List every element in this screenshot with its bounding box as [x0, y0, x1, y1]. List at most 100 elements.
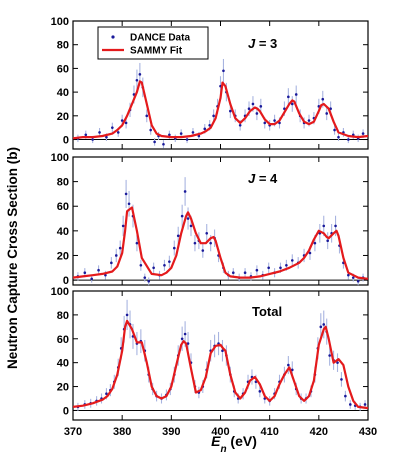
data-point: [97, 268, 100, 272]
data-point: [124, 121, 128, 125]
data-point: [287, 363, 290, 367]
data-point: [149, 128, 152, 132]
data-point: [153, 140, 156, 144]
data-point: [138, 73, 142, 76]
y-tick-label: 40: [57, 226, 69, 238]
x-tick-label: 420: [310, 426, 328, 438]
panel-3: 0 20 40 60 80 100 370 380 390 400 410 420 430 Total: [51, 286, 378, 438]
data-point: [267, 266, 270, 270]
panels: 0 20 40 60 80 100 J = 3 0 20 40 60 80 100 J = 4 0 20 40 6…: [51, 16, 378, 438]
data-point: [347, 273, 350, 277]
data-point: [287, 95, 290, 99]
data-point: [231, 271, 235, 274]
data-point: [325, 112, 329, 115]
data-points: [76, 190, 365, 283]
data-point: [333, 128, 336, 132]
panel-frame: [72, 290, 369, 421]
y-tick-label: 100: [51, 286, 69, 298]
data-point: [135, 241, 139, 245]
data-point: [91, 138, 94, 141]
legend-label: SAMMY Fit: [130, 46, 183, 57]
data-point: [179, 132, 183, 135]
data-point: [290, 259, 294, 262]
data-point: [84, 133, 88, 137]
y-tick-label: 60: [57, 334, 69, 346]
y-tick-label: 40: [57, 87, 69, 99]
y-tick-label: 100: [51, 152, 69, 164]
data-point: [208, 123, 211, 127]
data-point: [120, 119, 124, 122]
data-point: [243, 271, 247, 274]
data-point: [255, 112, 259, 115]
data-point: [124, 192, 128, 196]
legend-box: [97, 26, 209, 60]
data-point: [251, 102, 255, 106]
data-point: [183, 190, 187, 193]
y-tick-label: 20: [57, 111, 69, 123]
data-point: [168, 133, 171, 137]
data-point: [145, 114, 149, 118]
legend: DANCE Data SAMMY Fit: [97, 26, 209, 60]
legend-marker: [111, 35, 115, 39]
data-point: [361, 132, 365, 135]
error-bars: [77, 58, 364, 149]
data-point: [111, 126, 114, 129]
data-point: [139, 264, 143, 267]
x-tick-label: 390: [162, 426, 180, 438]
data-point: [168, 260, 171, 263]
data-point: [116, 131, 120, 134]
data-point: [363, 403, 367, 406]
data-point: [229, 109, 232, 113]
data-point: [180, 337, 184, 341]
data-point: [98, 131, 101, 134]
data-point: [147, 280, 151, 283]
data-point: [114, 254, 118, 257]
data-point: [201, 249, 205, 252]
y-tick-label: 40: [57, 358, 69, 370]
data-point: [247, 107, 251, 111]
data-point: [308, 251, 312, 255]
data-point: [347, 138, 350, 141]
data-point: [105, 135, 108, 139]
data-point: [180, 214, 184, 218]
y-tick-label: 100: [51, 16, 69, 28]
data-point: [121, 224, 125, 228]
data-point: [118, 246, 122, 250]
legend-label: DANCE Data: [130, 33, 190, 44]
data-point: [186, 342, 190, 345]
data-point: [319, 325, 323, 329]
data-point: [326, 239, 329, 242]
data-point: [334, 224, 337, 228]
data-point: [321, 97, 325, 101]
data-point: [221, 349, 224, 353]
x-axis-label-sub: n: [220, 444, 226, 455]
data-point: [163, 264, 166, 267]
data-point: [322, 224, 326, 228]
data-point: [337, 135, 340, 139]
panel-annotation-main: Total: [252, 304, 282, 319]
fit-curve: [72, 206, 369, 280]
fit-curve: [72, 80, 369, 140]
data-point: [238, 123, 242, 127]
data-point: [105, 392, 108, 396]
y-tick-label: 0: [63, 275, 69, 287]
y-tick-label: 80: [57, 40, 69, 52]
data-point: [212, 114, 215, 118]
data-point: [356, 280, 360, 283]
panel-annotation-main: J: [248, 171, 256, 186]
fit-curve: [72, 319, 369, 410]
y-tick-label: 80: [57, 177, 69, 189]
data-point: [189, 224, 193, 228]
panel-annotation-main: J: [248, 36, 256, 51]
data-point: [273, 119, 276, 122]
data-point: [203, 127, 207, 131]
data-point: [90, 277, 93, 281]
data-point: [176, 234, 180, 238]
panel-annotation: J = 4: [248, 171, 278, 186]
data-point: [344, 394, 347, 398]
data-point: [193, 241, 197, 245]
data-point: [290, 102, 294, 106]
data-point: [336, 361, 339, 364]
data-point: [104, 273, 107, 277]
